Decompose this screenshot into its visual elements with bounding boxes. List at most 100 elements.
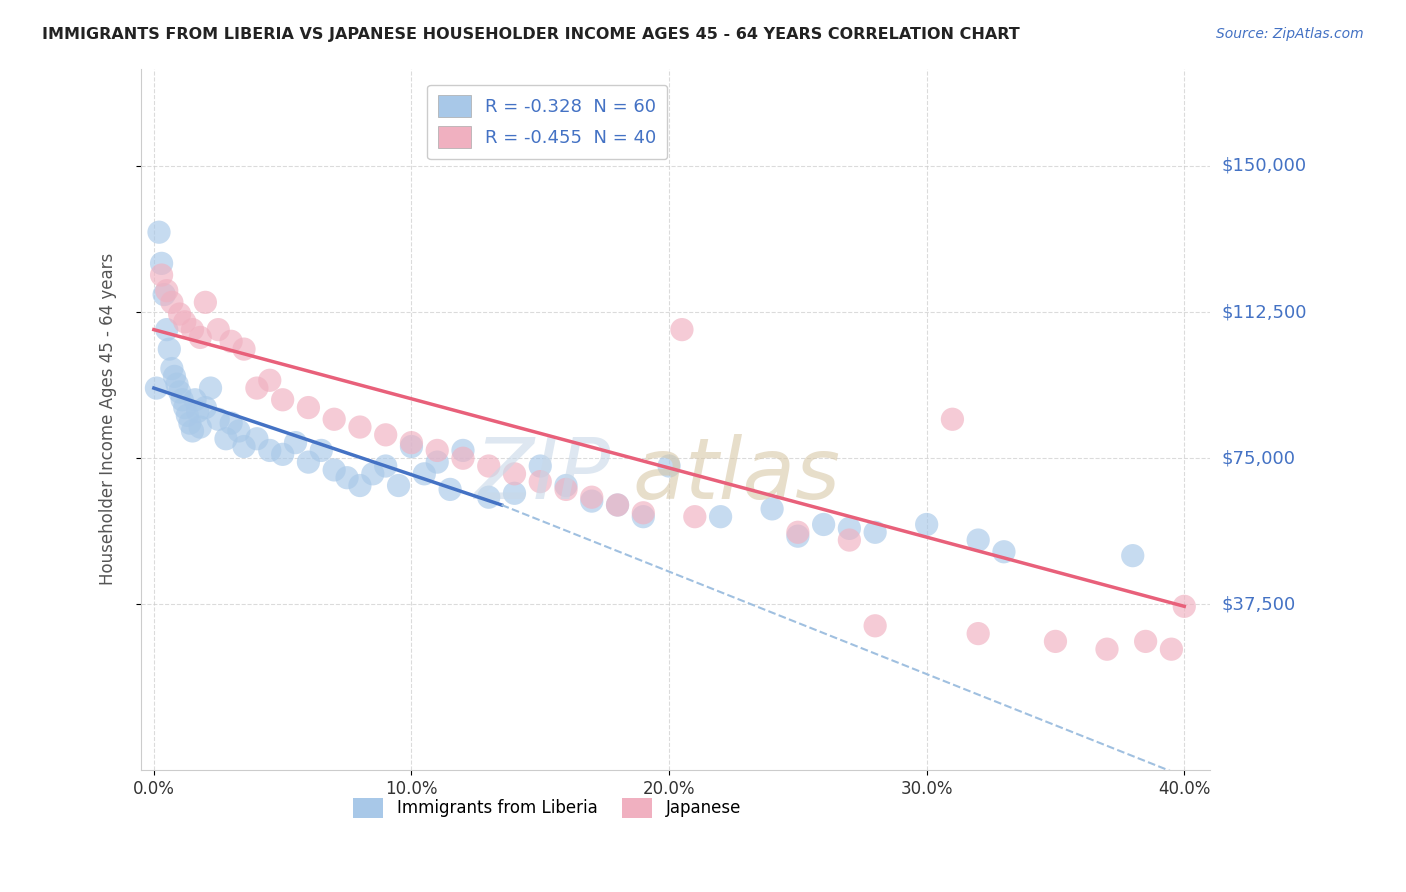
Text: $112,500: $112,500 bbox=[1222, 303, 1306, 321]
Point bbox=[606, 498, 628, 512]
Point bbox=[1045, 634, 1067, 648]
Point bbox=[838, 521, 860, 535]
Point bbox=[207, 412, 229, 426]
Point bbox=[1173, 599, 1195, 614]
Point bbox=[160, 361, 183, 376]
Point bbox=[478, 458, 501, 473]
Point bbox=[157, 342, 180, 356]
Point bbox=[150, 268, 173, 282]
Point bbox=[323, 412, 346, 426]
Point bbox=[813, 517, 835, 532]
Point bbox=[323, 463, 346, 477]
Point bbox=[349, 478, 371, 492]
Point bbox=[863, 525, 886, 540]
Point bbox=[863, 619, 886, 633]
Point bbox=[761, 502, 783, 516]
Point bbox=[993, 545, 1015, 559]
Point bbox=[271, 392, 294, 407]
Text: $150,000: $150,000 bbox=[1222, 157, 1306, 175]
Point bbox=[374, 427, 396, 442]
Text: ZIP: ZIP bbox=[475, 434, 612, 516]
Point bbox=[169, 384, 191, 399]
Point bbox=[401, 435, 423, 450]
Point bbox=[336, 471, 359, 485]
Point bbox=[555, 478, 578, 492]
Point bbox=[658, 458, 681, 473]
Point bbox=[176, 409, 198, 423]
Point bbox=[153, 287, 176, 301]
Point bbox=[169, 307, 191, 321]
Point bbox=[786, 529, 808, 543]
Point bbox=[184, 392, 207, 407]
Point bbox=[284, 435, 307, 450]
Point bbox=[156, 323, 179, 337]
Point bbox=[529, 458, 551, 473]
Point bbox=[187, 404, 209, 418]
Point bbox=[148, 225, 170, 239]
Point bbox=[710, 509, 733, 524]
Point bbox=[374, 458, 396, 473]
Point bbox=[297, 455, 319, 469]
Point bbox=[271, 447, 294, 461]
Point bbox=[361, 467, 384, 481]
Point bbox=[150, 256, 173, 270]
Point bbox=[1160, 642, 1182, 657]
Point bbox=[786, 525, 808, 540]
Point bbox=[145, 381, 167, 395]
Point bbox=[194, 295, 217, 310]
Point bbox=[451, 443, 474, 458]
Point bbox=[1135, 634, 1157, 648]
Point bbox=[188, 420, 211, 434]
Point bbox=[581, 490, 603, 504]
Y-axis label: Householder Income Ages 45 - 64 years: Householder Income Ages 45 - 64 years bbox=[100, 253, 117, 585]
Point bbox=[311, 443, 333, 458]
Point bbox=[259, 443, 281, 458]
Point bbox=[233, 440, 256, 454]
Point bbox=[683, 509, 706, 524]
Point bbox=[606, 498, 628, 512]
Point bbox=[166, 377, 188, 392]
Point bbox=[181, 323, 204, 337]
Point bbox=[233, 342, 256, 356]
Text: $75,000: $75,000 bbox=[1222, 450, 1295, 467]
Point bbox=[633, 509, 655, 524]
Point bbox=[246, 381, 269, 395]
Point bbox=[967, 626, 990, 640]
Point bbox=[941, 412, 963, 426]
Point bbox=[1122, 549, 1144, 563]
Point bbox=[246, 432, 269, 446]
Point bbox=[1095, 642, 1118, 657]
Point bbox=[188, 330, 211, 344]
Point bbox=[439, 483, 461, 497]
Point bbox=[413, 467, 436, 481]
Point bbox=[426, 455, 449, 469]
Text: Source: ZipAtlas.com: Source: ZipAtlas.com bbox=[1216, 27, 1364, 41]
Point bbox=[633, 506, 655, 520]
Point bbox=[297, 401, 319, 415]
Point bbox=[503, 486, 526, 500]
Text: atlas: atlas bbox=[633, 434, 841, 516]
Point bbox=[426, 443, 449, 458]
Point bbox=[179, 416, 201, 430]
Text: IMMIGRANTS FROM LIBERIA VS JAPANESE HOUSEHOLDER INCOME AGES 45 - 64 YEARS CORREL: IMMIGRANTS FROM LIBERIA VS JAPANESE HOUS… bbox=[42, 27, 1019, 42]
Point bbox=[181, 424, 204, 438]
Point bbox=[173, 315, 195, 329]
Point bbox=[200, 381, 222, 395]
Point bbox=[671, 323, 693, 337]
Point bbox=[259, 373, 281, 387]
Point bbox=[529, 475, 551, 489]
Point bbox=[172, 392, 194, 407]
Point bbox=[160, 295, 183, 310]
Point bbox=[228, 424, 250, 438]
Point bbox=[163, 369, 186, 384]
Point bbox=[215, 432, 238, 446]
Point bbox=[207, 323, 229, 337]
Point bbox=[915, 517, 938, 532]
Point bbox=[555, 483, 578, 497]
Point bbox=[387, 478, 409, 492]
Point bbox=[478, 490, 501, 504]
Point bbox=[838, 533, 860, 547]
Point bbox=[156, 284, 179, 298]
Point bbox=[219, 416, 242, 430]
Point bbox=[194, 401, 217, 415]
